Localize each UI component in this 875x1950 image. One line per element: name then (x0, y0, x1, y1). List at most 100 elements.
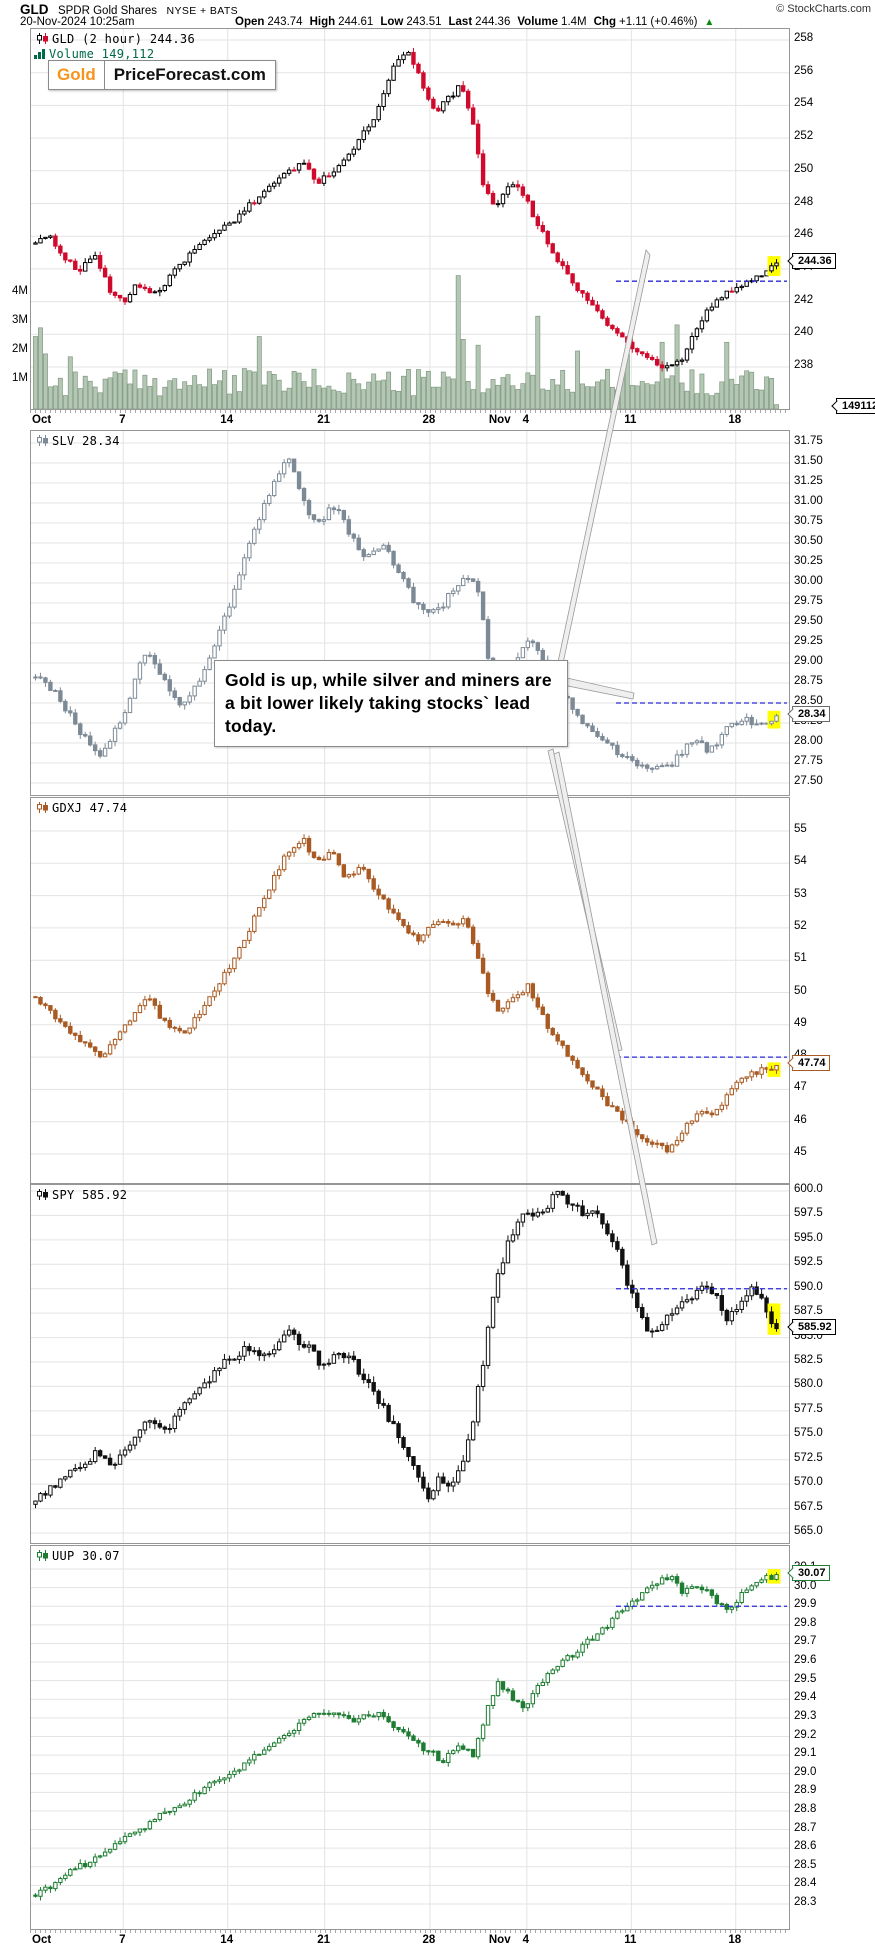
y-axis-tick-label: 29.8 (794, 1616, 817, 1629)
y-axis-tick-label: 238 (794, 359, 814, 371)
y-axis-tick-label: 577.5 (794, 1402, 823, 1415)
y-axis-tick-label: 29.0 (794, 1765, 817, 1778)
y-axis-tick-label: 28.6 (794, 1840, 817, 1853)
y-axis-tick-label: 28.75 (794, 675, 823, 687)
x-axis-label: 7 (119, 1934, 126, 1946)
panel-label-UUP: UUP 30.07 (36, 1549, 120, 1563)
y-axis-tick-label: 29.1 (794, 1747, 817, 1760)
stockcharts-credit: © StockCharts.com (776, 3, 871, 15)
y-axis-tick-label: 254 (794, 97, 814, 110)
y-axis-tick-label: 29.6 (794, 1654, 817, 1667)
x-axis-label: 14 (220, 414, 234, 426)
y-axis-tick-label: 31.50 (794, 455, 823, 467)
x-axis-row: Oct 7 14 21 28 Nov 4 11 18 (30, 410, 790, 430)
x-axis-label: Nov (488, 414, 511, 426)
x-axis-tick-strip (30, 410, 790, 413)
y-axis-tick-label: 565.0 (794, 1525, 823, 1537)
panel-GLD (30, 28, 790, 410)
y-axis-tick-label: 49 (794, 1016, 807, 1029)
y-axis-tick-label: 28.9 (794, 1784, 817, 1797)
panel-label-GDXJ: GDXJ 47.74 (36, 801, 127, 815)
x-axis-label: 18 (728, 414, 742, 426)
candlestick-icon (37, 33, 48, 44)
y-axis-tick-label: 567.5 (794, 1500, 823, 1513)
y-axis-tick-label: 50 (794, 984, 807, 997)
y-axis-tick-label: 45 (794, 1146, 807, 1158)
y-axis-tick-label: 28.5 (794, 1858, 817, 1871)
y-axis-tick-label: 55 (794, 823, 807, 835)
panel-GDXJ (30, 797, 790, 1184)
candlestick-icon (37, 435, 48, 446)
x-axis-label: Oct (32, 414, 52, 426)
y-axis-tick-label: 248 (794, 195, 814, 208)
y-axis-tick-label: 47 (794, 1081, 807, 1094)
y-axis-tick-label: 250 (794, 162, 814, 175)
x-axis-label: 11 (624, 414, 637, 426)
y-axis-tick-label: 29.25 (794, 635, 823, 647)
y-axis-tick-label: 30.75 (794, 515, 823, 527)
header-ohlc-stats: Open 243.74 High 244.61 Low 243.51 Last 244.36 V… (235, 16, 698, 28)
y-axis-tick-label: 595.0 (794, 1231, 823, 1244)
logo-rest-text: PriceForecast.com (113, 65, 266, 84)
x-axis-label: 18 (728, 1934, 742, 1946)
y-axis-tick-label: 28.4 (794, 1877, 817, 1890)
x-axis-tick-strip (30, 1930, 790, 1933)
y-axis-tick-label: 28.7 (794, 1821, 817, 1834)
price-tag-GLD: 244.36 (792, 253, 836, 269)
y-axis-tick-label: 30.0 (794, 1579, 817, 1592)
header-exchange: NYSE + BATS (166, 5, 239, 17)
volume-bars-icon (34, 49, 45, 59)
x-axis-label: 4 (522, 1934, 530, 1946)
y-axis-tick-label: 240 (794, 326, 814, 339)
y-axis-tick-label: 29.9 (794, 1598, 817, 1611)
y-axis-tick-label: 580.0 (794, 1378, 823, 1391)
x-axis-label: 11 (624, 1934, 637, 1946)
y-axis-tick-label: 30.25 (794, 555, 823, 567)
goldpriceforecast-logo: Gold PriceForecast.com (48, 60, 276, 90)
annotation-callout-box: Gold is up, while silver and miners are … (214, 660, 568, 748)
x-axis-label: Nov (488, 1934, 511, 1946)
y-axis-tick-label: 570.0 (794, 1476, 823, 1489)
change-up-arrow-icon: ▲ (704, 17, 715, 28)
y-axis-tick-label: 258 (794, 32, 814, 44)
x-axis-label: 7 (119, 414, 126, 426)
candlestick-icon (37, 802, 48, 813)
y-axis-tick-label: 46 (794, 1113, 807, 1126)
y-axis-tick-label: 28.00 (794, 735, 823, 747)
header-datetime: 20-Nov-2024 10:25am (20, 16, 135, 28)
x-axis-label: 28 (422, 414, 436, 426)
y-axis-tick-label: 29.5 (794, 1672, 817, 1685)
y-axis-tick-label: 52 (794, 919, 807, 932)
y-axis-tick-label: 29.3 (794, 1709, 817, 1722)
candlestick-icon (37, 1189, 48, 1200)
header-symbol: GLD (20, 2, 49, 17)
x-axis-row: Oct 7 14 21 28 Nov 4 11 18 (30, 1930, 790, 1950)
y-axis-tick-label: 600.0 (794, 1183, 823, 1195)
y-axis-tick-label: 590.0 (794, 1280, 823, 1293)
y-axis-tick-label: 587.5 (794, 1305, 823, 1318)
y-axis-tick-label: 597.5 (794, 1207, 823, 1220)
panel-UUP (30, 1545, 790, 1930)
y-axis-tick-label: 54 (794, 855, 807, 868)
chart-header: GLD SPDR Gold Shares NYSE + BATS © Stock… (20, 1, 873, 17)
y-axis-tick-label: 28.3 (794, 1896, 817, 1908)
y-axis-tick-label: 30.00 (794, 575, 823, 587)
y-axis-tick-label: 30.50 (794, 535, 823, 547)
price-tag-GDXJ: 47.74 (792, 1055, 830, 1072)
panel-label-SPY: SPY 585.92 (36, 1188, 127, 1202)
y-axis-tick-label: 31.25 (794, 475, 823, 487)
y-axis-tick-label: 29.00 (794, 655, 823, 667)
volume-tag: 149112 (836, 398, 875, 414)
panel-SPY (30, 1184, 790, 1544)
volume-axis-label: 1M (12, 372, 28, 384)
header-name: SPDR Gold Shares (57, 5, 158, 17)
y-axis-tick-label: 252 (794, 130, 814, 143)
y-axis-tick-label: 29.2 (794, 1728, 817, 1741)
y-axis-tick-label: 53 (794, 887, 807, 900)
x-axis-label: 21 (317, 414, 331, 426)
y-axis-tick-label: 29.75 (794, 595, 823, 607)
x-axis-label: 21 (317, 1934, 331, 1946)
logo-gold-text: Gold (49, 61, 105, 89)
price-tag-SPY: 585.92 (792, 1318, 836, 1335)
y-axis-tick-label: 575.0 (794, 1427, 823, 1440)
